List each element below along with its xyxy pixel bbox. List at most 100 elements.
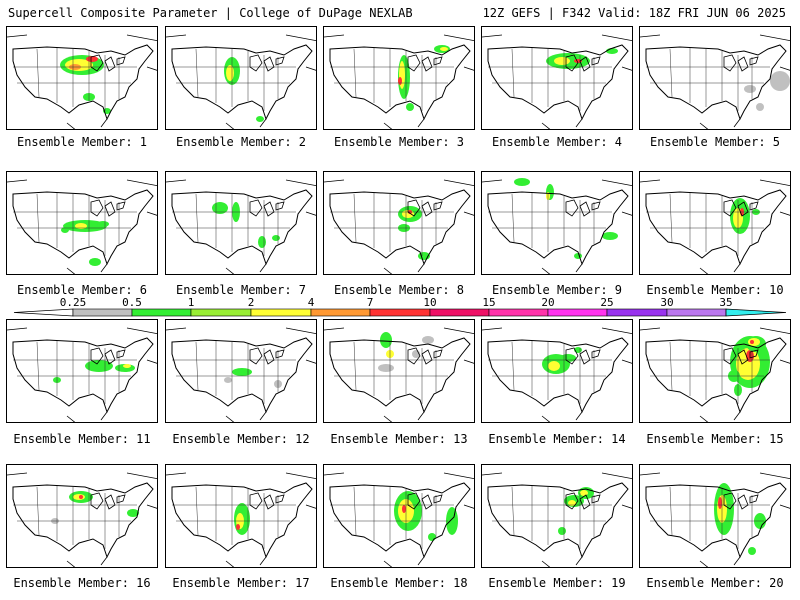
coastline xyxy=(324,179,474,274)
legend-swatch xyxy=(190,308,252,317)
ensemble-member-map xyxy=(165,171,317,275)
scp-contour xyxy=(378,364,394,372)
scp-contour xyxy=(554,57,570,65)
legend-swatch xyxy=(250,308,312,317)
legend-tick-label: 0.5 xyxy=(122,296,142,309)
scp-contour xyxy=(123,364,131,368)
coastline xyxy=(640,327,790,422)
us-outline xyxy=(487,44,629,121)
scp-contour xyxy=(750,340,754,344)
state-borders xyxy=(172,486,296,549)
scp-contour xyxy=(398,77,402,85)
scp-contour xyxy=(744,85,756,93)
scp-contour xyxy=(558,527,566,535)
legend-swatch xyxy=(310,308,371,317)
scp-contour xyxy=(718,497,722,509)
legend-tick-label: 30 xyxy=(660,296,674,309)
coastline xyxy=(166,327,316,422)
scp-contour xyxy=(514,178,530,186)
us-outline xyxy=(12,189,154,266)
great-lakes xyxy=(249,347,285,365)
coastline xyxy=(7,34,157,129)
ensemble-member-label: Ensemble Member: 14 xyxy=(488,432,626,446)
great-lakes xyxy=(723,492,759,510)
legend-tick-label: 0.25 xyxy=(59,296,87,309)
coastline xyxy=(166,179,316,274)
ensemble-member-label: Ensemble Member: 17 xyxy=(172,576,310,590)
scp-contour xyxy=(224,377,232,383)
scp-contour xyxy=(748,547,756,555)
ensemble-member-label: Ensemble Member: 6 xyxy=(16,283,148,297)
us-outline xyxy=(487,189,629,266)
scp-contour xyxy=(79,495,83,499)
legend-tick-label: 10 xyxy=(423,296,437,309)
us-outline xyxy=(645,337,787,414)
scp-contour xyxy=(236,524,240,530)
great-lakes xyxy=(565,492,601,510)
state-borders xyxy=(172,193,296,256)
scp-contour xyxy=(606,48,618,54)
scp-contour xyxy=(602,232,618,240)
legend-swatch xyxy=(666,308,727,317)
ensemble-member-map xyxy=(639,464,791,568)
state-borders xyxy=(488,193,612,256)
ensemble-member-label: Ensemble Member: 15 xyxy=(646,432,784,446)
scp-contour xyxy=(380,332,392,348)
coastline xyxy=(7,472,157,567)
coastline xyxy=(324,34,474,129)
us-outline xyxy=(329,337,471,414)
coastline xyxy=(482,327,632,422)
legend-swatch xyxy=(547,308,608,317)
color-legend: 0.25 0.5 1 2 4 7 10 15 20 25 30 35 xyxy=(0,296,800,322)
ensemble-member-map xyxy=(165,464,317,568)
scp-contour xyxy=(770,71,790,91)
ensemble-member-label: Ensemble Member: 10 xyxy=(646,283,784,297)
scp-contour xyxy=(256,116,264,122)
legend-swatch xyxy=(131,308,192,317)
ensemble-member-map xyxy=(481,26,633,130)
great-lakes xyxy=(90,54,126,72)
ensemble-member-label: Ensemble Member: 9 xyxy=(491,283,623,297)
us-outline xyxy=(645,482,787,559)
scp-contour xyxy=(422,336,434,344)
ensemble-member-map xyxy=(6,464,158,568)
state-borders xyxy=(488,341,612,404)
great-lakes xyxy=(723,199,759,217)
great-lakes xyxy=(565,199,601,217)
coastline xyxy=(640,472,790,567)
ensemble-member-label: Ensemble Member: 16 xyxy=(13,576,151,590)
ensemble-member-label: Ensemble Member: 2 xyxy=(175,135,307,149)
us-outline xyxy=(329,189,471,266)
scp-contour xyxy=(440,47,448,51)
state-borders xyxy=(488,48,612,111)
coastline xyxy=(640,179,790,274)
scp-contour xyxy=(402,505,406,513)
scp-contour xyxy=(548,361,560,371)
state-borders xyxy=(646,48,770,111)
scp-contour xyxy=(272,235,280,241)
scp-contour xyxy=(226,65,234,81)
scp-contour xyxy=(89,258,101,266)
ensemble-member-map xyxy=(639,26,791,130)
state-borders xyxy=(330,48,454,111)
great-lakes xyxy=(565,347,601,365)
scp-contour xyxy=(75,223,87,229)
map-title: Supercell Composite Parameter | College … xyxy=(8,6,413,20)
ensemble-member-map xyxy=(323,26,475,130)
legend-swatch xyxy=(429,308,490,317)
scp-contour xyxy=(406,103,414,111)
us-outline xyxy=(171,189,313,266)
great-lakes xyxy=(407,54,443,72)
scp-contour xyxy=(580,490,588,496)
legend-swatch xyxy=(369,308,431,317)
scp-contour xyxy=(61,227,69,233)
coastline xyxy=(166,472,316,567)
great-lakes xyxy=(407,492,443,510)
us-outline xyxy=(329,44,471,121)
us-outline xyxy=(171,337,313,414)
us-outline xyxy=(645,189,787,266)
ensemble-member-label: Ensemble Member: 8 xyxy=(333,283,465,297)
ensemble-member-map xyxy=(6,319,158,423)
ensemble-member-label: Ensemble Member: 5 xyxy=(649,135,781,149)
scp-contour xyxy=(428,533,436,541)
